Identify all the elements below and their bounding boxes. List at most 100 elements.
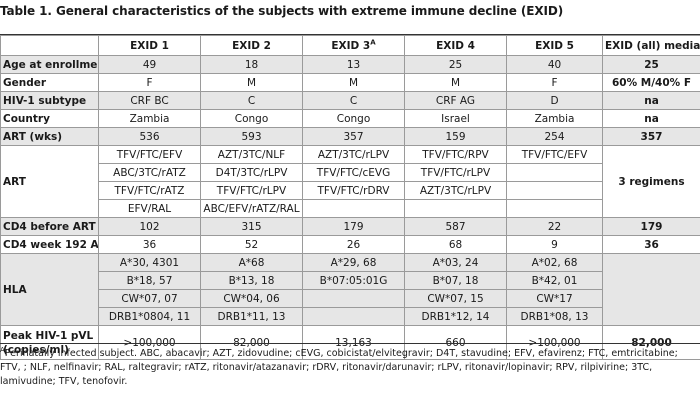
- cell: A*29, 68: [302, 253, 405, 272]
- median-cell: na: [602, 91, 700, 110]
- cell: 593: [200, 127, 303, 146]
- cell: F: [506, 73, 603, 92]
- cell: CW*07, 15: [404, 289, 507, 308]
- median-cell: na: [602, 109, 700, 128]
- row-label: Country: [0, 109, 99, 128]
- row-hla-a: HLA A*30, 4301 A*68 A*29, 68 A*03, 24 A*…: [0, 253, 700, 326]
- cell: >100,000: [506, 325, 603, 360]
- cell: DRB1*11, 13: [200, 307, 303, 326]
- cell: 36: [98, 235, 201, 254]
- header-exid4: EXID 4: [404, 35, 507, 56]
- cell: B*18, 57: [98, 271, 201, 290]
- cell: B*07:05:01G: [302, 271, 405, 290]
- cell: >100,000: [98, 325, 201, 360]
- row-label: ART (wks): [0, 127, 99, 146]
- cell: TFV/FTC/cEVG: [302, 163, 405, 182]
- row-label: ART: [0, 145, 99, 218]
- row-art-regimen-4: EFV/RAL ABC/EFV/rATZ/RAL: [1, 199, 700, 218]
- cell: [506, 199, 603, 218]
- cell: M: [200, 73, 303, 92]
- cell: [506, 181, 603, 200]
- cell: [302, 289, 405, 308]
- cell: [302, 199, 405, 218]
- cell: TFV/FTC/rDRV: [302, 181, 405, 200]
- cell: EFV/RAL: [98, 199, 201, 218]
- characteristics-table: EXID 1 EXID 2 EXID 3A EXID 4 EXID 5 EXID…: [0, 35, 700, 360]
- median-cell: [602, 253, 700, 326]
- header-exid5: EXID 5: [506, 35, 603, 56]
- footnote-text: Perinatally infected subject. ABC, abaca…: [0, 348, 678, 387]
- cell: 159: [404, 127, 507, 146]
- median-cell: 3 regimens: [602, 145, 700, 218]
- row-subtype: HIV-1 subtype CRF BC C C CRF AG D na: [0, 91, 700, 110]
- cell: TFV/FTC/EFV: [506, 145, 603, 164]
- cell: Zambia: [98, 109, 201, 128]
- cell: 22: [506, 217, 603, 236]
- cell: ABC/3TC/rATZ: [98, 163, 201, 182]
- cell: 52: [200, 235, 303, 254]
- cell: CW*07, 07: [98, 289, 201, 308]
- header-exid3: EXID 3A: [302, 35, 405, 56]
- cell: TFV/FTC/rLPV: [404, 163, 507, 182]
- median-cell: 36: [602, 235, 700, 254]
- cell: A*02, 68: [506, 253, 603, 272]
- row-label: CD4 week 192 ART: [0, 235, 99, 254]
- footnote-marker: A: [0, 345, 5, 354]
- cell: 13: [302, 55, 405, 74]
- median-cell: 60% M/40% F: [602, 73, 700, 92]
- cell: AZT/3TC/rLPV: [302, 145, 405, 164]
- pvl-label-line1: Peak HIV-1 pVL: [3, 329, 94, 342]
- table-title: Table 1. General characteristics of the …: [0, 4, 564, 18]
- cell: D: [506, 91, 603, 110]
- cell: Congo: [200, 109, 303, 128]
- row-cd4-week: CD4 week 192 ART 36 52 26 68 9 36: [0, 235, 700, 254]
- cell: DRB1*12, 14: [404, 307, 507, 326]
- row-label: Age at enrollment: [0, 55, 99, 74]
- row-label: HLA: [0, 253, 99, 326]
- table-container: EXID 1 EXID 2 EXID 3A EXID 4 EXID 5 EXID…: [0, 34, 700, 360]
- row-label: Gender: [0, 73, 99, 92]
- cell: 587: [404, 217, 507, 236]
- cell: 660: [404, 325, 507, 360]
- cell: 18: [200, 55, 303, 74]
- cell: F: [98, 73, 201, 92]
- row-hla-drb1: DRB1*0804, 11 DRB1*11, 13 DRB1*12, 14 DR…: [1, 307, 700, 326]
- cell: AZT/3TC/rLPV: [404, 181, 507, 200]
- cell: Congo: [302, 109, 405, 128]
- header-empty: [0, 35, 99, 56]
- cell: [404, 199, 507, 218]
- cell: 26: [302, 235, 405, 254]
- cell: TFV/FTC/rATZ: [98, 181, 201, 200]
- pvl-label-line2: (copies/ml): [3, 343, 69, 356]
- cell: CRF BC: [98, 91, 201, 110]
- cell: ABC/EFV/rATZ/RAL: [200, 199, 303, 218]
- median-cell: 179: [602, 217, 700, 236]
- row-art-regimen-3: TFV/FTC/rATZ TFV/FTC/rLPV TFV/FTC/rDRV A…: [1, 181, 700, 200]
- cell: AZT/3TC/NLF: [200, 145, 303, 164]
- cell: 40: [506, 55, 603, 74]
- cell: [506, 163, 603, 182]
- cell: TFV/FTC/RPV: [404, 145, 507, 164]
- header-exid1: EXID 1: [98, 35, 201, 56]
- header-exid2: EXID 2: [200, 35, 303, 56]
- row-art-regimen-2: ABC/3TC/rATZ D4T/3TC/rLPV TFV/FTC/cEVG T…: [1, 163, 700, 182]
- cell: C: [302, 91, 405, 110]
- row-gender: Gender F M M M F 60% M/40% F: [0, 73, 700, 92]
- cell: D4T/3TC/rLPV: [200, 163, 303, 182]
- cell: 49: [98, 55, 201, 74]
- cell: 68: [404, 235, 507, 254]
- cell: 9: [506, 235, 603, 254]
- cell: TFV/FTC/EFV: [98, 145, 201, 164]
- cell: CRF AG: [404, 91, 507, 110]
- row-label: CD4 before ART: [0, 217, 99, 236]
- cell: B*07, 18: [404, 271, 507, 290]
- row-hla-cw: CW*07, 07 CW*04, 06 CW*07, 15 CW*17: [1, 289, 700, 308]
- row-country: Country Zambia Congo Congo Israel Zambia…: [0, 109, 700, 128]
- cell: DRB1*08, 13: [506, 307, 603, 326]
- median-cell: 82,000: [602, 325, 700, 360]
- row-art-weeks: ART (wks) 536 593 357 159 254 357: [0, 127, 700, 146]
- cell: C: [200, 91, 303, 110]
- cell: B*42, 01: [506, 271, 603, 290]
- cell: 357: [302, 127, 405, 146]
- row-label: Peak HIV-1 pVL (copies/ml): [0, 325, 99, 360]
